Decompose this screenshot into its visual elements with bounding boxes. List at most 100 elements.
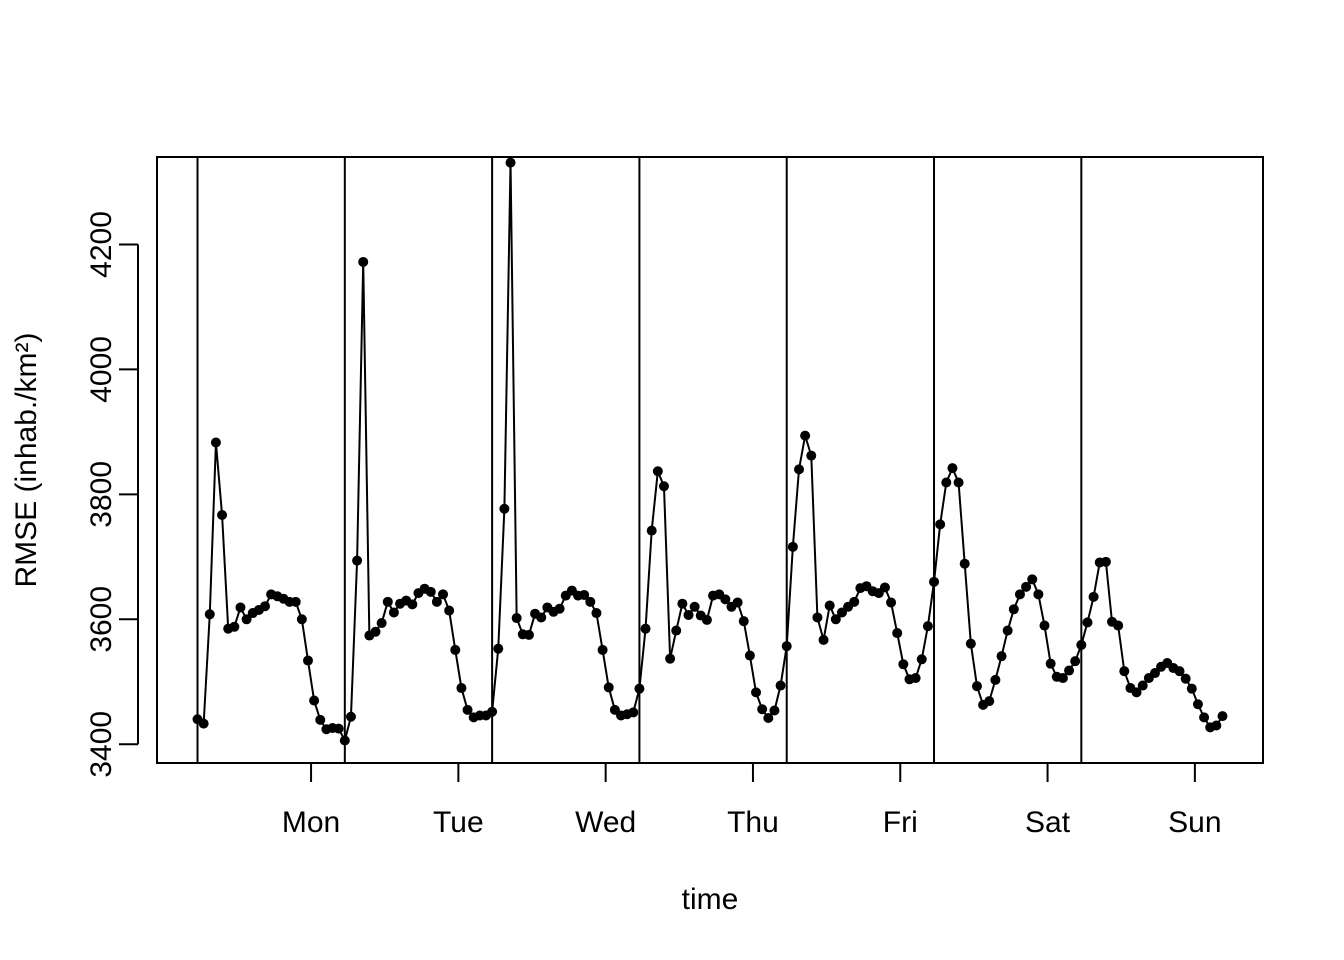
data-point [302, 655, 313, 666]
data-point [744, 650, 755, 661]
y-tick-label: 3600 [85, 586, 118, 653]
data-point [1082, 617, 1093, 628]
data-point [941, 477, 952, 488]
data-point [1088, 591, 1099, 602]
data-point [1192, 699, 1203, 710]
data-point [738, 616, 749, 627]
data-point [689, 601, 700, 612]
data-point [425, 586, 436, 597]
data-point [1119, 666, 1130, 677]
data-point [370, 626, 381, 637]
data-point [1014, 589, 1025, 600]
data-point [487, 706, 498, 717]
data-point [309, 695, 320, 706]
x-axis: Mon Tue Wed Thu Fri Sat Sun [282, 763, 1222, 839]
data-point [523, 629, 534, 640]
data-point [438, 589, 449, 600]
y-tick-label: 3400 [85, 711, 118, 778]
data-point [241, 614, 252, 625]
data-point [603, 682, 614, 693]
data-point [1186, 683, 1197, 694]
data-point [818, 634, 829, 645]
data-point [554, 603, 565, 614]
data-point [462, 704, 473, 715]
data-point [732, 597, 743, 608]
y-tick-label: 4200 [85, 211, 118, 278]
data-point [781, 641, 792, 652]
data-point [806, 450, 817, 461]
data-point [1064, 665, 1075, 676]
data-point [585, 596, 596, 607]
data-point [1027, 574, 1038, 585]
data-point [315, 714, 326, 725]
data-point [634, 683, 645, 694]
data-point [296, 614, 307, 625]
data-point [210, 437, 221, 448]
data-point [628, 707, 639, 718]
y-tick-label: 4000 [85, 336, 118, 403]
x-tick-label: Fri [883, 806, 918, 839]
data-point [431, 596, 442, 607]
data-point [769, 705, 780, 716]
data-point [1131, 687, 1142, 698]
data-point [407, 599, 418, 610]
data-point [947, 463, 958, 474]
data-point [886, 597, 897, 608]
data-point [953, 477, 964, 488]
data-point [935, 519, 946, 530]
data-point [751, 687, 762, 698]
data-point [1045, 658, 1056, 669]
data-point [640, 623, 651, 634]
data-point [505, 157, 516, 168]
data-point [217, 509, 228, 520]
data-point [511, 613, 522, 624]
data-point [757, 704, 768, 715]
data-point [1113, 620, 1124, 631]
data-point [1033, 589, 1044, 600]
data-point [922, 621, 933, 632]
data-point [597, 644, 608, 655]
data-point [683, 609, 694, 620]
data-point [204, 609, 215, 620]
data-point [333, 723, 344, 734]
day-separator-lines [196, 157, 1083, 763]
y-axis-label: RMSE (inhab./km²) [10, 332, 43, 587]
data-point [879, 582, 890, 593]
data-point [916, 654, 927, 665]
data-point [1137, 680, 1148, 691]
data-point [701, 614, 712, 625]
data-point [1039, 620, 1050, 631]
data-point [830, 614, 841, 625]
data-point [388, 607, 399, 618]
data-point [229, 621, 240, 632]
data-point [1180, 673, 1191, 684]
data-point [800, 430, 811, 441]
data-point [1076, 639, 1087, 650]
data-point [376, 618, 387, 629]
plot-frame [156, 156, 1264, 764]
data-point [984, 696, 995, 707]
data-point [990, 674, 1001, 685]
data-point [1021, 581, 1032, 592]
y-tick-label: 3800 [85, 461, 118, 528]
x-tick-label: Wed [575, 806, 636, 839]
data-point [290, 596, 301, 607]
data-point [382, 596, 393, 607]
data-point [1002, 625, 1013, 636]
data-point [198, 718, 209, 729]
data-point [1199, 712, 1210, 723]
data-point [775, 680, 786, 691]
data-point [965, 638, 976, 649]
data-point [812, 612, 823, 623]
data-point [493, 643, 504, 654]
series-line [196, 162, 1224, 744]
data-point [720, 594, 731, 605]
data-point [1008, 604, 1019, 615]
x-tick-label: Thu [727, 806, 779, 839]
data-point [450, 644, 461, 655]
data-point [591, 608, 602, 619]
data-point [1070, 656, 1081, 667]
data-point [971, 681, 982, 692]
data-point [677, 598, 688, 609]
